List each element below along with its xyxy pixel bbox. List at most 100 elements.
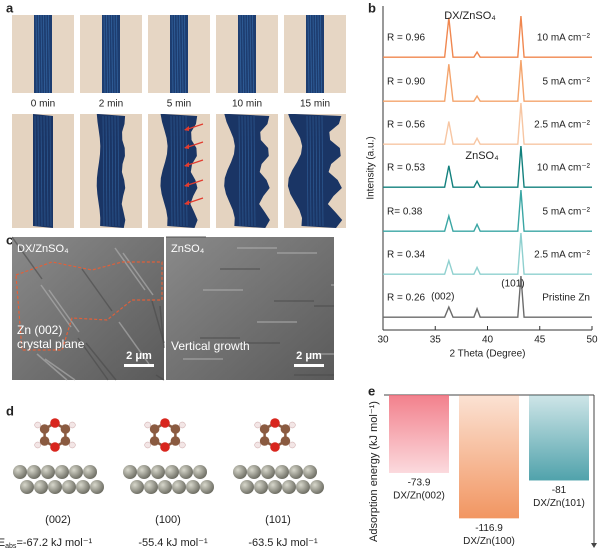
texture: [173, 115, 176, 227]
texture: [111, 115, 114, 227]
bar: [389, 395, 449, 473]
texture: [114, 115, 117, 227]
scale-bar-label: 2 μm: [296, 350, 322, 362]
zn-atom: [27, 465, 41, 479]
atom: [149, 436, 160, 446]
zn-atom: [303, 465, 317, 479]
zn-atom: [247, 465, 261, 479]
texture: [253, 115, 256, 227]
legend-label: 2.5 mA cm⁻²: [534, 250, 591, 261]
zn-atom: [165, 465, 179, 479]
ratio-label: R = 0.56: [387, 120, 426, 131]
energy-value: -55.4: [138, 537, 163, 549]
sem-caption: Zn (002): [17, 323, 62, 337]
texture: [102, 115, 105, 227]
xrd-line: [383, 59, 592, 102]
texture: [49, 115, 52, 227]
texture: [242, 14, 244, 94]
zn-atom: [254, 480, 268, 494]
time-label: 2 min: [99, 99, 123, 110]
atom: [270, 442, 280, 452]
value-label: -81: [552, 485, 567, 496]
texture: [45, 14, 48, 94]
zn-atom: [34, 480, 48, 494]
arrow-head: [184, 162, 189, 167]
zn-atom: [310, 480, 324, 494]
xrd-line: [383, 15, 592, 58]
texture: [320, 14, 322, 94]
texture: [321, 115, 324, 227]
ratio-label: R = 0.53: [387, 163, 426, 174]
texture: [182, 115, 185, 227]
texture: [103, 14, 106, 94]
facet-label: (101): [265, 514, 291, 526]
h-atom: [289, 441, 296, 449]
x-tick-label: 35: [430, 335, 442, 346]
category-label: DX/Zn(100): [463, 536, 515, 547]
texture: [244, 14, 247, 94]
h-atom: [34, 421, 41, 429]
texture: [108, 14, 111, 94]
texture: [46, 115, 49, 227]
x-tick-label: 30: [377, 335, 389, 346]
time-label: 15 min: [300, 99, 330, 110]
h-atom: [254, 421, 261, 429]
atom: [60, 436, 71, 446]
h-atom: [69, 441, 76, 449]
zn-atom: [130, 480, 144, 494]
peak-label: (002): [431, 292, 454, 303]
sem-texture: [118, 321, 150, 365]
time-label: 5 min: [167, 99, 191, 110]
texture: [176, 14, 179, 94]
texture: [315, 14, 317, 94]
texture: [312, 14, 315, 94]
zn-atom: [158, 480, 172, 494]
sem-texture: [36, 353, 68, 381]
sem-texture: [155, 374, 165, 381]
atom: [170, 424, 181, 434]
energy-label: Eabs=-67.2 kJ mol⁻¹: [0, 537, 93, 550]
electrode: [160, 114, 198, 228]
texture: [247, 14, 249, 94]
zn-atom: [240, 480, 254, 494]
atom: [50, 442, 60, 452]
outline: [15, 261, 163, 351]
energy-value: -63.5: [248, 537, 273, 549]
zn-atom: [137, 465, 151, 479]
texture: [40, 115, 43, 227]
h-atom: [179, 421, 186, 429]
texture: [244, 115, 247, 227]
ratio-label: R= 0.38: [387, 207, 423, 218]
texture: [38, 14, 40, 94]
scale-bar: [124, 364, 154, 367]
h-atom: [254, 441, 261, 449]
energy-subscript: abs: [5, 543, 17, 550]
zn-atom: [282, 480, 296, 494]
texture: [317, 14, 320, 94]
sem-caption: Vertical growth: [171, 339, 250, 353]
x-tick-label: 50: [586, 335, 598, 346]
texture: [184, 14, 186, 94]
scale-bar: [294, 364, 324, 367]
texture: [170, 115, 173, 227]
texture: [174, 14, 176, 94]
legend-label: 5 mA cm⁻²: [542, 77, 590, 88]
texture: [111, 14, 113, 94]
panel-label: a: [6, 0, 14, 15]
arrow-head: [184, 182, 189, 187]
electrode: [287, 114, 343, 228]
zn-atom: [144, 480, 158, 494]
atom: [170, 436, 181, 446]
energy-unit: kJ mol⁻¹: [166, 537, 208, 549]
xrd-line: [383, 232, 592, 275]
energy-symbol: E: [0, 537, 5, 549]
zn-atom: [90, 480, 104, 494]
zn-atom: [289, 465, 303, 479]
texture: [37, 115, 40, 227]
texture: [105, 115, 108, 227]
zn-atom: [275, 465, 289, 479]
zn-atom: [233, 465, 247, 479]
zn-atom: [123, 465, 137, 479]
sem-label: ZnSO₄: [171, 243, 205, 255]
